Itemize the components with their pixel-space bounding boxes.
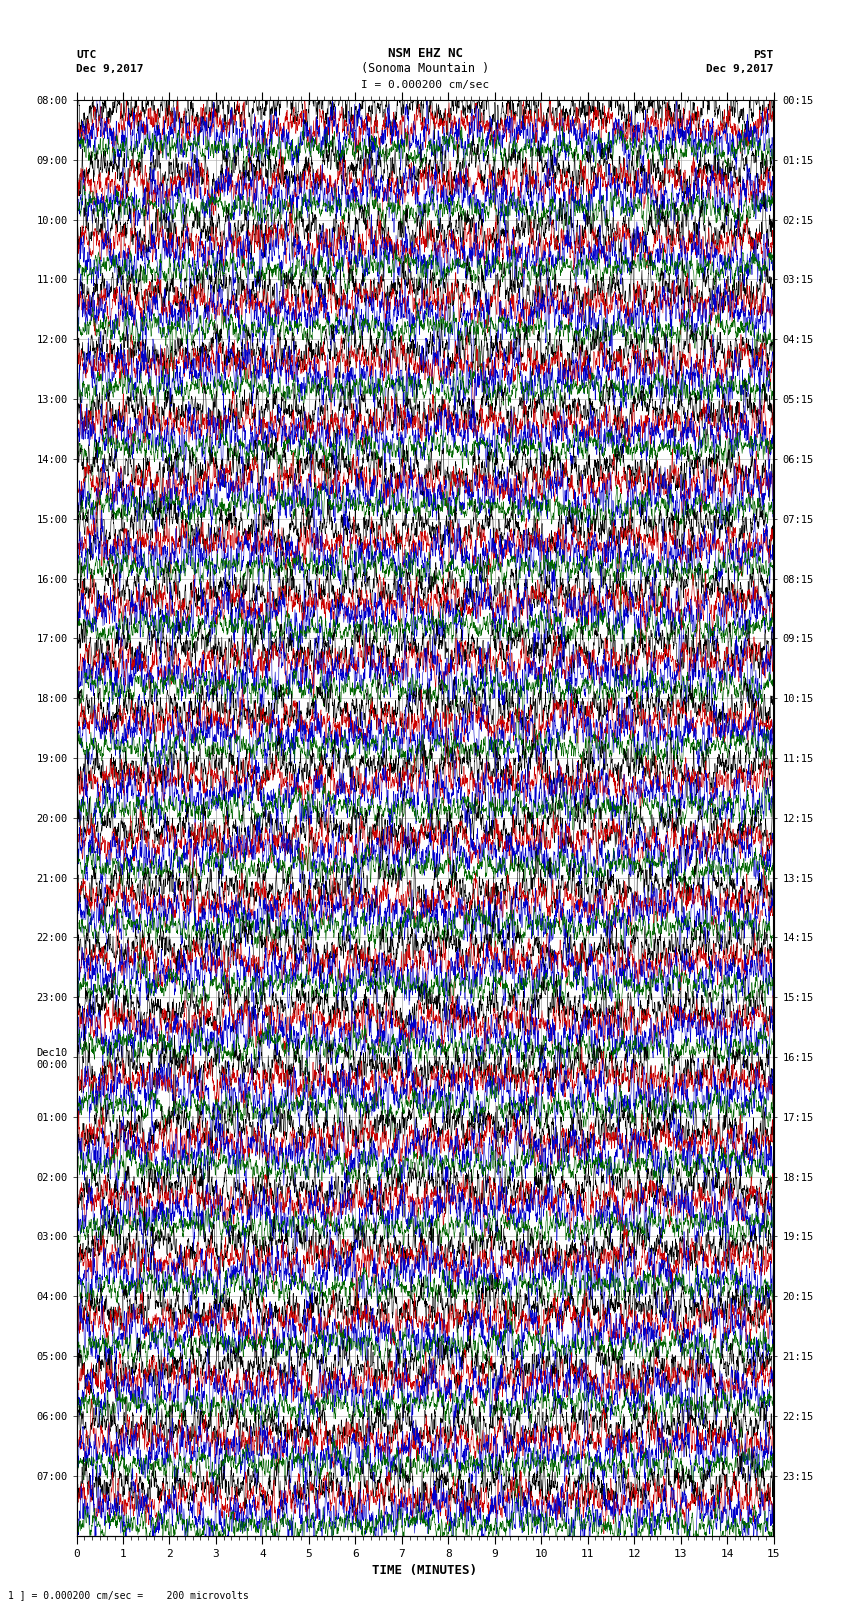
Text: 1 ] = 0.000200 cm/sec =    200 microvolts: 1 ] = 0.000200 cm/sec = 200 microvolts xyxy=(8,1590,249,1600)
Text: PST: PST xyxy=(753,50,774,60)
Text: Dec 9,2017: Dec 9,2017 xyxy=(706,65,774,74)
X-axis label: TIME (MINUTES): TIME (MINUTES) xyxy=(372,1565,478,1578)
Text: I = 0.000200 cm/sec: I = 0.000200 cm/sec xyxy=(361,79,489,90)
Text: (Sonoma Mountain ): (Sonoma Mountain ) xyxy=(361,61,489,76)
Text: UTC: UTC xyxy=(76,50,97,60)
Text: Dec 9,2017: Dec 9,2017 xyxy=(76,65,144,74)
Text: NSM EHZ NC: NSM EHZ NC xyxy=(388,47,462,60)
